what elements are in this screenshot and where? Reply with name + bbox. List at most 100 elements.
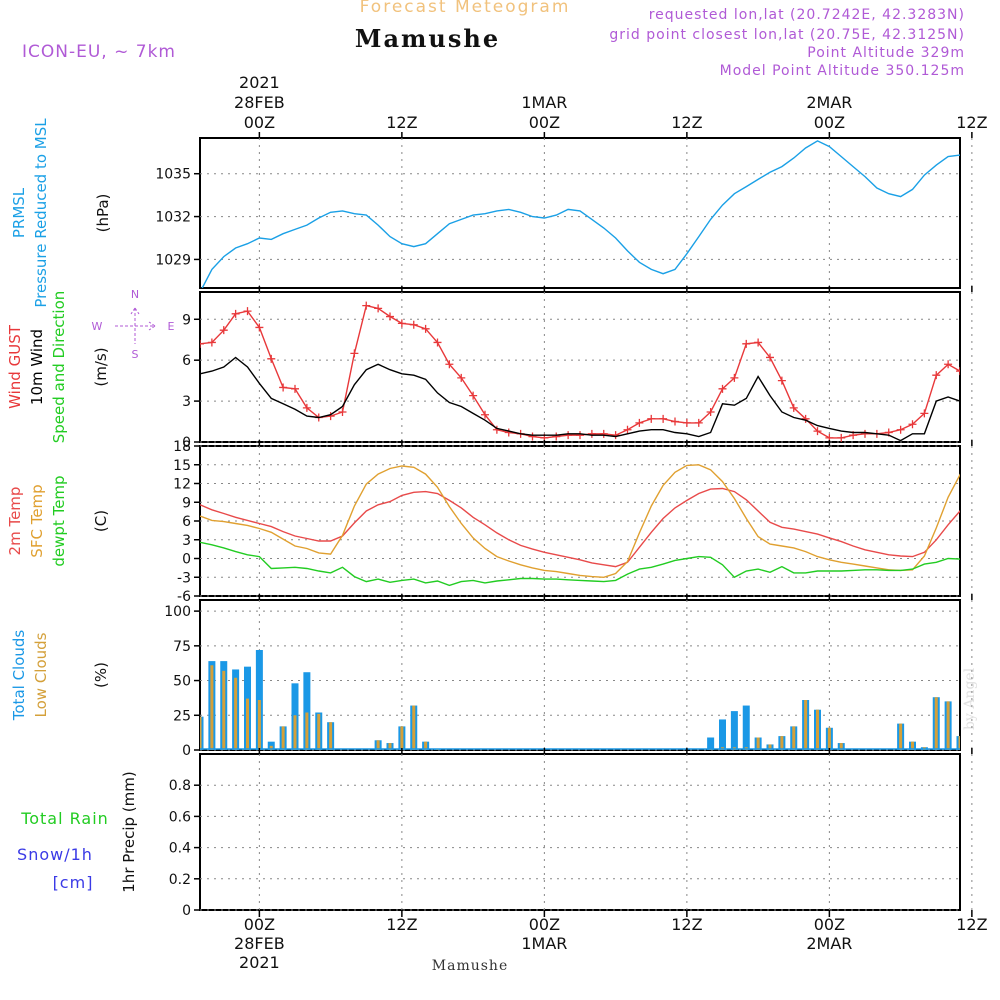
gust-marker <box>635 418 644 427</box>
panel-label: Total Clouds <box>10 630 28 722</box>
cloud-low-bar <box>827 727 831 750</box>
time-label-bottom: 12Z <box>386 915 417 934</box>
y-tick-label: 1032 <box>155 210 191 226</box>
panel-frame <box>199 291 961 443</box>
y-tick-label: 1029 <box>155 252 191 268</box>
cloud-total-bar <box>707 737 715 750</box>
gust-marker <box>504 428 513 437</box>
cloud-low-bar <box>281 726 285 750</box>
panel-label: Wind GUST <box>6 324 24 409</box>
cloud-low-bar <box>269 745 273 750</box>
legend-rain: Total Rain <box>20 809 109 828</box>
panel-frame <box>199 137 961 289</box>
panel-label: PRMSL <box>10 187 28 238</box>
cloud-total-bar <box>956 736 960 750</box>
time-label-top: 12Z <box>386 113 417 132</box>
time-label-top: 00Z <box>244 113 275 132</box>
gust-marker <box>837 433 846 442</box>
series-line-prmsl <box>201 140 960 288</box>
gust-marker <box>718 384 727 393</box>
cloud-low-bar <box>222 670 226 750</box>
y-tick-label: 50 <box>173 674 191 690</box>
series-line-dewpt-temp <box>200 541 960 587</box>
y-tick-label: 6 <box>182 514 191 530</box>
cloud-low-bar <box>329 722 333 750</box>
cloud-low-bar <box>756 737 760 750</box>
cloud-low-bar <box>317 713 321 750</box>
time-label-top: 00Z <box>814 113 845 132</box>
y-tick-label: 6 <box>182 353 191 369</box>
cloud-low-bar <box>388 743 392 750</box>
y-tick-label: 0.4 <box>169 841 191 857</box>
gust-marker <box>528 432 537 441</box>
gust-marker <box>243 307 252 316</box>
time-label-top: 12Z <box>956 113 987 132</box>
gust-marker <box>445 360 454 369</box>
time-label-bottom: 00Z <box>529 915 560 934</box>
gust-marker <box>920 409 929 418</box>
model-altitude: Model Point Altitude 350.125m <box>719 63 965 79</box>
cloud-low-bar <box>958 736 960 750</box>
gust-marker <box>587 429 596 438</box>
gust-marker <box>421 324 430 333</box>
cloud-low-bar <box>246 698 249 750</box>
cloud-total-bar <box>719 719 726 750</box>
cloud-low-bar <box>768 744 772 750</box>
cloud-low-bar <box>376 740 380 750</box>
cloud-total-bar <box>980 726 987 750</box>
compass-arrows <box>115 307 156 344</box>
y-tick-label: 15 <box>173 458 191 474</box>
gust-marker <box>659 414 668 423</box>
y-tick-label: 12 <box>173 477 191 493</box>
cloud-low-bar <box>946 701 950 750</box>
y-tick-label: 25 <box>173 708 191 724</box>
time-label-bottom: 1MAR <box>521 934 567 953</box>
gust-marker <box>552 432 561 441</box>
cloud-low-bar <box>982 726 985 750</box>
gust-marker <box>207 338 216 347</box>
panel-label: dewpt Temp <box>50 475 68 566</box>
gust-marker <box>730 373 739 382</box>
gust-marker <box>742 339 751 348</box>
gust-marker <box>623 425 632 434</box>
panel-frame <box>199 599 961 751</box>
time-label-top: 2021 <box>239 73 280 92</box>
legend-snow-unit: [cm] <box>53 873 94 892</box>
y-tick-label: 3 <box>182 394 191 410</box>
compass-east: E <box>168 320 175 333</box>
gust-marker <box>754 338 763 347</box>
time-label-bottom: 28FEB <box>234 934 285 953</box>
gust-marker <box>599 429 608 438</box>
chart-subtitle: Forecast Meteogram <box>359 0 571 17</box>
gust-marker <box>219 326 228 335</box>
y-tick-label: 0.8 <box>169 778 191 794</box>
cloud-total-bar <box>730 711 738 750</box>
series-line-sfc-temp <box>200 464 960 579</box>
gust-marker <box>576 431 584 440</box>
gust-marker <box>706 408 715 416</box>
gust-marker <box>671 417 679 426</box>
y-tick-label: 9 <box>182 495 191 511</box>
time-label-top: 00Z <box>529 113 560 132</box>
time-label-bottom: 12Z <box>671 915 702 934</box>
y-tick-label: 0 <box>182 743 191 759</box>
series-line-10m-wind <box>200 356 960 442</box>
gust-marker <box>326 412 335 421</box>
y-tick-label: 100 <box>164 604 191 620</box>
time-label-top: 12Z <box>671 113 702 132</box>
gust-marker <box>302 403 311 412</box>
gust-marker <box>647 414 656 423</box>
station-title: Mamushe <box>354 24 501 53</box>
y-axis-unit: (hPa) <box>94 194 112 233</box>
time-label-bottom: 2021 <box>239 953 280 972</box>
cloud-low-bar <box>816 709 819 750</box>
gust-marker <box>813 427 822 436</box>
footer-station: Mamushe <box>431 958 509 974</box>
series-group <box>201 140 960 288</box>
panel-label: Pressure Reduced to MSL <box>32 118 50 308</box>
point-altitude: Point Altitude 329m <box>807 45 965 61</box>
cloud-total-bar <box>303 672 311 750</box>
y-tick-label: 0 <box>182 903 191 919</box>
cloud-low-bar <box>804 700 808 750</box>
